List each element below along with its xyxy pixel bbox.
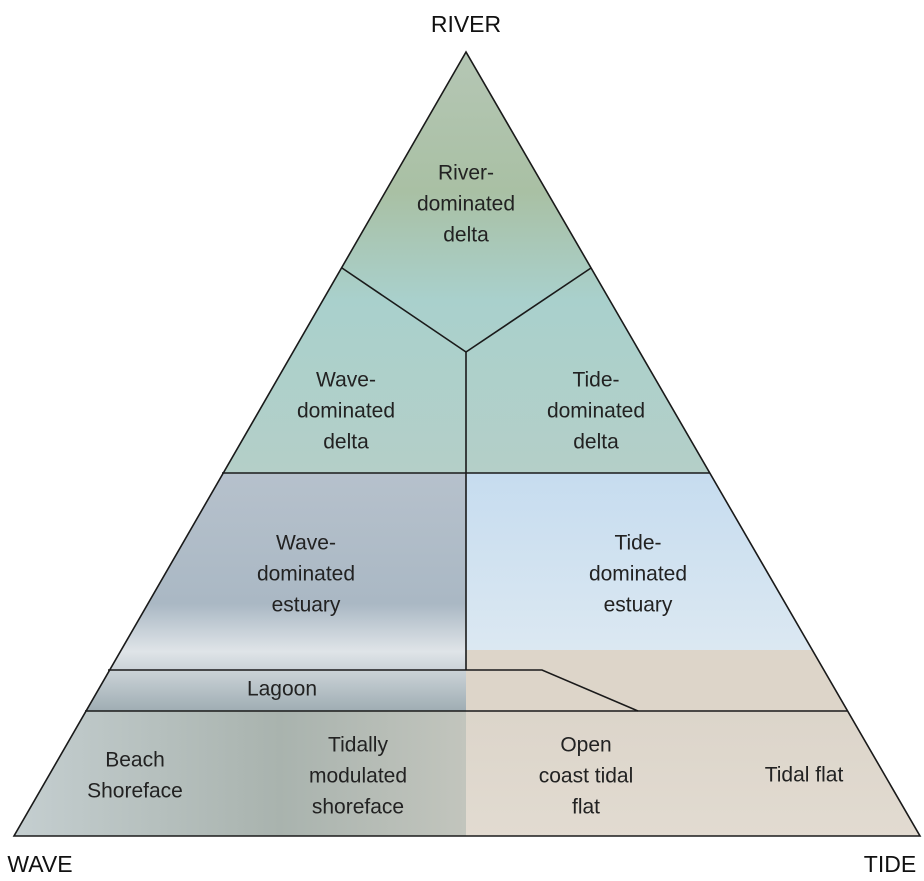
corner-label: RIVER — [431, 11, 501, 37]
corner-label: WAVE — [7, 851, 72, 877]
dividers — [12, 50, 922, 837]
region-label: estuary — [272, 594, 341, 617]
region-label: delta — [573, 431, 619, 454]
region-label: Tidally — [328, 734, 388, 757]
region-label: Beach — [105, 749, 165, 772]
region-label: delta — [323, 431, 369, 454]
region-label: coast tidal — [539, 765, 634, 788]
region-label: dominated — [547, 400, 645, 423]
region-label: Tide- — [572, 369, 619, 392]
region-label: delta — [443, 224, 489, 247]
region-label: River- — [438, 162, 494, 185]
region-label: Wave- — [276, 532, 336, 555]
region-label: dominated — [417, 193, 515, 216]
region-label: Lagoon — [247, 678, 317, 701]
region-label: shoreface — [312, 796, 404, 819]
region-label: dominated — [589, 563, 687, 586]
corner-label: TIDE — [864, 851, 916, 877]
region-label: Open — [560, 734, 611, 757]
region-label: Tide- — [614, 532, 661, 555]
region-label: Shoreface — [87, 780, 183, 803]
background-photos — [14, 52, 920, 836]
region-label: Wave- — [316, 369, 376, 392]
region-label: flat — [572, 796, 600, 819]
region-label: dominated — [297, 400, 395, 423]
region-label: Tidal flat — [765, 764, 844, 787]
region-label: modulated — [309, 765, 407, 788]
region-label: dominated — [257, 563, 355, 586]
region-label: estuary — [604, 594, 673, 617]
